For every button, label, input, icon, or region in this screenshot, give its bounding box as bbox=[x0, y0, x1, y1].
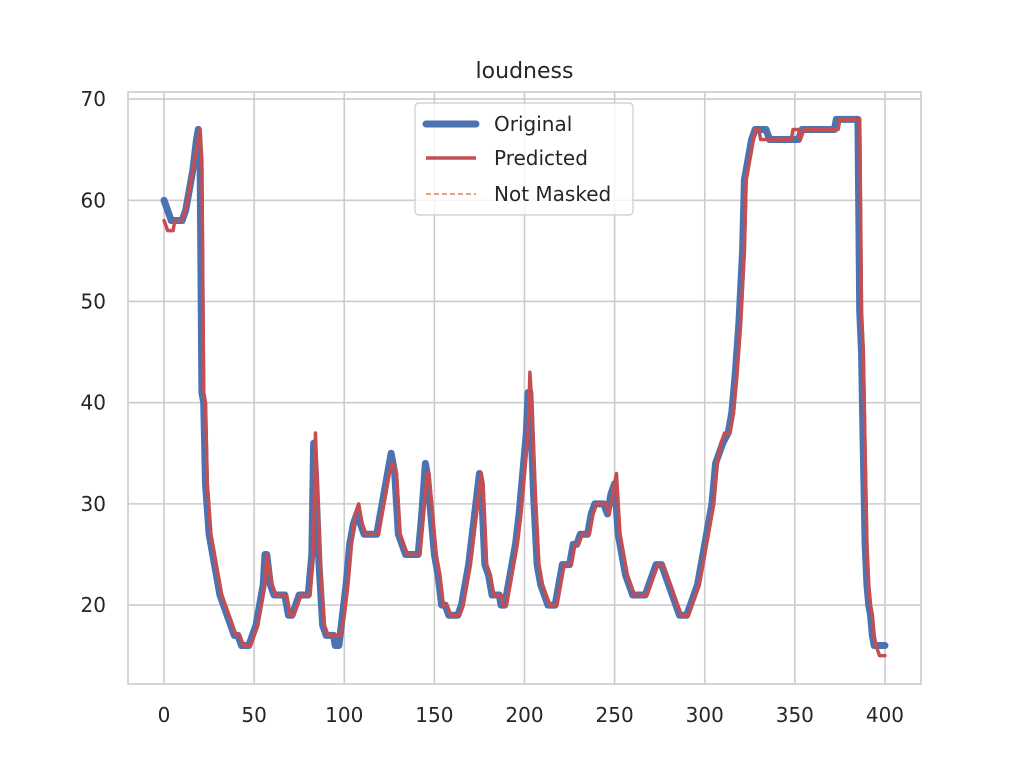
y-tick-label: 30 bbox=[81, 492, 106, 516]
x-tick-label: 100 bbox=[325, 703, 363, 727]
legend-box bbox=[414, 102, 634, 216]
y-tick-label: 20 bbox=[81, 593, 106, 617]
legend: Original Predicted Not Masked bbox=[414, 102, 634, 216]
x-tick-label: 200 bbox=[505, 703, 543, 727]
y-tick-label: 70 bbox=[81, 87, 106, 111]
y-axis-ticks: 20 30 40 50 60 70 bbox=[81, 87, 106, 617]
x-tick-label: 250 bbox=[596, 703, 634, 727]
x-tick-label: 350 bbox=[776, 703, 814, 727]
legend-label-original: Original bbox=[494, 112, 572, 136]
chart-title: loudness bbox=[476, 59, 574, 84]
legend-label-not-masked: Not Masked bbox=[494, 182, 611, 206]
legend-label-predicted: Predicted bbox=[494, 146, 588, 170]
x-tick-label: 400 bbox=[866, 703, 904, 727]
x-tick-label: 150 bbox=[415, 703, 453, 727]
y-tick-label: 40 bbox=[81, 391, 106, 415]
x-tick-label: 0 bbox=[158, 703, 171, 727]
x-axis-ticks: 0 50 100 150 200 250 300 350 400 bbox=[158, 703, 904, 727]
y-tick-label: 50 bbox=[81, 289, 106, 313]
plot-frame bbox=[127, 91, 922, 685]
y-tick-label: 60 bbox=[81, 188, 106, 212]
series-layer bbox=[160, 115, 889, 658]
x-tick-label: 300 bbox=[686, 703, 724, 727]
x-tick-label: 50 bbox=[241, 703, 266, 727]
series-line-predicted bbox=[162, 117, 887, 658]
